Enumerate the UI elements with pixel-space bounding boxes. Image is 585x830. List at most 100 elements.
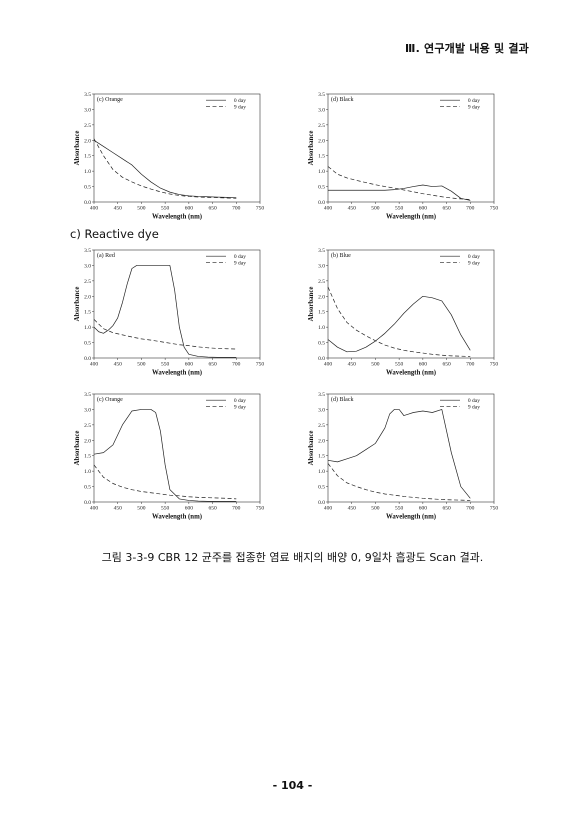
y-tick-label: 1.0 bbox=[84, 325, 91, 331]
x-tick-label: 450 bbox=[114, 206, 123, 212]
chart-svg: 400 450 500 550 600 650 700 750 0.0 0.5 1.0 1.5 2.0 2… bbox=[74, 248, 265, 377]
y-tick-label: 1.0 bbox=[84, 169, 91, 175]
x-tick-label: 550 bbox=[395, 506, 404, 512]
y-tick-label: 3.0 bbox=[84, 407, 91, 413]
y-tick-label: 3.0 bbox=[318, 263, 325, 269]
y-axis-label: Absorbance bbox=[308, 431, 315, 466]
series-line bbox=[327, 295, 471, 353]
y-tick-label: 0.5 bbox=[318, 341, 325, 347]
y-tick-label: 3.5 bbox=[318, 248, 325, 254]
y-tick-label: 0.5 bbox=[318, 185, 325, 191]
y-tick-label: 2.5 bbox=[318, 279, 325, 285]
chart-svg: 400 450 500 550 600 650 700 750 0.0 0.5 1.0 1.5 2.0 2… bbox=[74, 92, 264, 221]
y-tick-label: 1.5 bbox=[84, 310, 91, 316]
y-tick-label: 2.5 bbox=[84, 123, 91, 129]
series-line bbox=[327, 409, 471, 499]
legend-label: 0 day bbox=[468, 254, 480, 260]
legend-label: 9 day bbox=[234, 105, 246, 111]
x-tick-label: 550 bbox=[161, 362, 170, 368]
legend-label: 9 day bbox=[468, 261, 480, 267]
x-tick-label: 450 bbox=[114, 362, 123, 368]
x-tick-label: 500 bbox=[371, 362, 380, 368]
y-tick-label: 3.5 bbox=[84, 392, 91, 398]
series-line bbox=[93, 319, 237, 350]
x-tick-label: 700 bbox=[232, 206, 241, 212]
y-tick-label: 1.0 bbox=[318, 169, 325, 175]
x-tick-label: 650 bbox=[442, 206, 451, 212]
y-tick-label: 2.5 bbox=[84, 423, 91, 429]
x-axis-label: Wavelength (nm) bbox=[386, 514, 436, 521]
page-header: Ⅲ. 연구개발 내용 및 결과 bbox=[405, 42, 529, 55]
x-tick-label: 750 bbox=[256, 362, 265, 368]
y-tick-label: 2.0 bbox=[84, 138, 91, 144]
x-tick-label: 750 bbox=[256, 506, 265, 512]
x-tick-label: 450 bbox=[348, 206, 357, 212]
panel-label: (c) Orange bbox=[97, 96, 123, 103]
y-tick-label: 3.5 bbox=[318, 392, 325, 398]
y-axis-label: Absorbance bbox=[308, 131, 315, 166]
x-tick-label: 700 bbox=[466, 506, 475, 512]
y-tick-label: 0.0 bbox=[318, 500, 325, 506]
legend-label: 0 day bbox=[468, 98, 480, 104]
y-tick-label: 1.0 bbox=[84, 469, 91, 475]
chart-panel: 400 450 500 550 600 650 700 750 0.0 0.5 1.0 1.5 2.0 2… bbox=[72, 390, 267, 528]
y-tick-label: 2.5 bbox=[318, 423, 325, 429]
chart-svg: 400 450 500 550 600 650 700 750 0.0 0.5 1.0 1.5 2.0 2… bbox=[308, 248, 498, 377]
x-tick-label: 450 bbox=[348, 362, 357, 368]
y-tick-label: 1.5 bbox=[318, 310, 325, 316]
y-tick-label: 1.5 bbox=[318, 154, 325, 160]
x-axis-label: Wavelength (nm) bbox=[386, 214, 436, 221]
chart-panel: 400 450 500 550 600 650 700 750 0.0 0.5 1.0 1.5 2.0 2… bbox=[306, 90, 501, 228]
chart-svg: 400 450 500 550 600 650 700 750 0.0 0.5 1.0 1.5 2.0 2… bbox=[308, 392, 499, 521]
x-axis-label: Wavelength (nm) bbox=[386, 370, 436, 377]
x-tick-label: 450 bbox=[114, 506, 123, 512]
x-tick-label: 550 bbox=[395, 362, 404, 368]
panel-label: (b) Blue bbox=[331, 252, 351, 259]
panel-label: (d) Black bbox=[331, 396, 354, 403]
plot-frame bbox=[93, 249, 261, 359]
series-line bbox=[328, 184, 471, 201]
x-tick-label: 400 bbox=[90, 206, 99, 212]
x-tick-label: 450 bbox=[348, 506, 357, 512]
legend-label: 9 day bbox=[234, 261, 246, 267]
series-line bbox=[327, 463, 471, 501]
y-tick-label: 2.0 bbox=[318, 438, 325, 444]
x-tick-label: 700 bbox=[232, 506, 241, 512]
y-tick-label: 0.0 bbox=[84, 500, 91, 506]
y-tick-label: 2.0 bbox=[318, 138, 325, 144]
legend-label: 0 day bbox=[468, 398, 480, 404]
x-tick-label: 650 bbox=[442, 506, 451, 512]
y-tick-label: 0.5 bbox=[84, 185, 91, 191]
y-tick-label: 0.0 bbox=[84, 200, 91, 206]
plot-frame bbox=[327, 249, 495, 359]
section-label: c) Reactive dye bbox=[70, 227, 159, 241]
x-tick-label: 550 bbox=[161, 506, 170, 512]
x-tick-label: 500 bbox=[371, 206, 380, 212]
plot-frame bbox=[327, 393, 495, 503]
y-tick-label: 0.0 bbox=[84, 356, 91, 362]
y-tick-label: 1.5 bbox=[84, 154, 91, 160]
y-axis-label: Absorbance bbox=[74, 287, 81, 322]
x-tick-label: 650 bbox=[208, 206, 217, 212]
y-axis-label: Absorbance bbox=[74, 431, 81, 466]
x-tick-label: 600 bbox=[419, 506, 428, 512]
legend-label: 0 day bbox=[234, 98, 246, 104]
y-tick-label: 2.0 bbox=[318, 294, 325, 300]
x-tick-label: 400 bbox=[90, 506, 99, 512]
y-axis-label: Absorbance bbox=[74, 131, 81, 166]
y-tick-label: 0.0 bbox=[318, 200, 325, 206]
chart-svg: 400 450 500 550 600 650 700 750 0.0 0.5 1.0 1.5 2.0 2… bbox=[308, 92, 498, 221]
x-tick-label: 750 bbox=[490, 506, 499, 512]
chart-panel: 400 450 500 550 600 650 700 750 0.0 0.5 1.0 1.5 2.0 2… bbox=[306, 246, 501, 384]
x-tick-label: 400 bbox=[90, 362, 99, 368]
y-tick-label: 3.0 bbox=[318, 407, 325, 413]
x-tick-label: 650 bbox=[442, 362, 451, 368]
legend-label: 9 day bbox=[468, 105, 480, 111]
page-number: - 104 - bbox=[272, 779, 313, 792]
chart-svg: 400 450 500 550 600 650 700 750 0.0 0.5 1.0 1.5 2.0 2… bbox=[74, 392, 265, 521]
x-tick-label: 700 bbox=[466, 362, 475, 368]
x-tick-label: 600 bbox=[185, 362, 194, 368]
legend-label: 0 day bbox=[234, 398, 246, 404]
chart-panel: 400 450 500 550 600 650 700 750 0.0 0.5 1.0 1.5 2.0 2… bbox=[72, 90, 267, 228]
x-tick-label: 400 bbox=[324, 362, 333, 368]
